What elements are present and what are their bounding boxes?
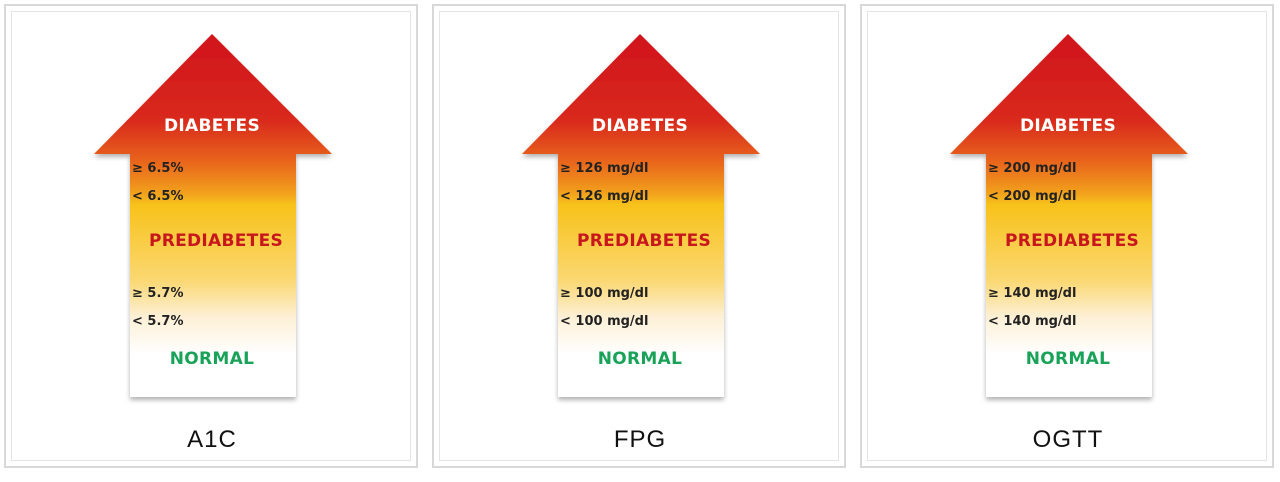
diabetes-label: DIABETES [1019, 116, 1117, 136]
normal-threshold: < 100 mg/dl [560, 314, 649, 329]
diabetes-label: DIABETES [591, 116, 689, 136]
panel-inner-border [439, 11, 839, 461]
normal-label: NORMAL [597, 349, 683, 369]
test-name: FPG [613, 426, 667, 453]
normal-label: NORMAL [169, 349, 255, 369]
prediabetes-lower-threshold: ≥ 140 mg/dl [988, 286, 1077, 301]
prediabetes-upper-threshold: < 6.5% [132, 189, 184, 204]
prediabetes-upper-threshold: < 126 mg/dl [560, 189, 649, 204]
diabetes-threshold: ≥ 200 mg/dl [988, 161, 1077, 176]
test-name: OGTT [1032, 426, 1104, 453]
prediabetes-lower-threshold: ≥ 5.7% [132, 286, 184, 301]
normal-threshold: < 140 mg/dl [988, 314, 1077, 329]
normal-label: NORMAL [1025, 349, 1111, 369]
up-arrow-shape [950, 34, 1188, 397]
diabetes-threshold: ≥ 126 mg/dl [560, 161, 649, 176]
prediabetes-label: PREDIABETES [148, 231, 284, 251]
panel-a1c: DIABETES ≥ 6.5% < 6.5% PREDIABETES ≥ 5.7… [4, 4, 418, 468]
arrow-graphic [950, 34, 1188, 397]
diabetes-label: DIABETES [163, 116, 261, 136]
panel-inner-border [867, 11, 1267, 461]
diabetes-threshold: ≥ 6.5% [132, 161, 184, 176]
up-arrow-shape [94, 34, 332, 397]
test-name: A1C [187, 426, 237, 453]
arrow-graphic [94, 34, 332, 397]
prediabetes-label: PREDIABETES [1004, 231, 1140, 251]
panel-fpg: DIABETES ≥ 126 mg/dl < 126 mg/dl PREDIAB… [432, 4, 846, 468]
prediabetes-lower-threshold: ≥ 100 mg/dl [560, 286, 649, 301]
panel-inner-border [11, 11, 411, 461]
prediabetes-label: PREDIABETES [576, 231, 712, 251]
prediabetes-upper-threshold: < 200 mg/dl [988, 189, 1077, 204]
normal-threshold: < 5.7% [132, 314, 184, 329]
up-arrow-shape [522, 34, 760, 397]
arrow-graphic [522, 34, 760, 397]
panel-ogtt: DIABETES ≥ 200 mg/dl < 200 mg/dl PREDIAB… [860, 4, 1274, 468]
